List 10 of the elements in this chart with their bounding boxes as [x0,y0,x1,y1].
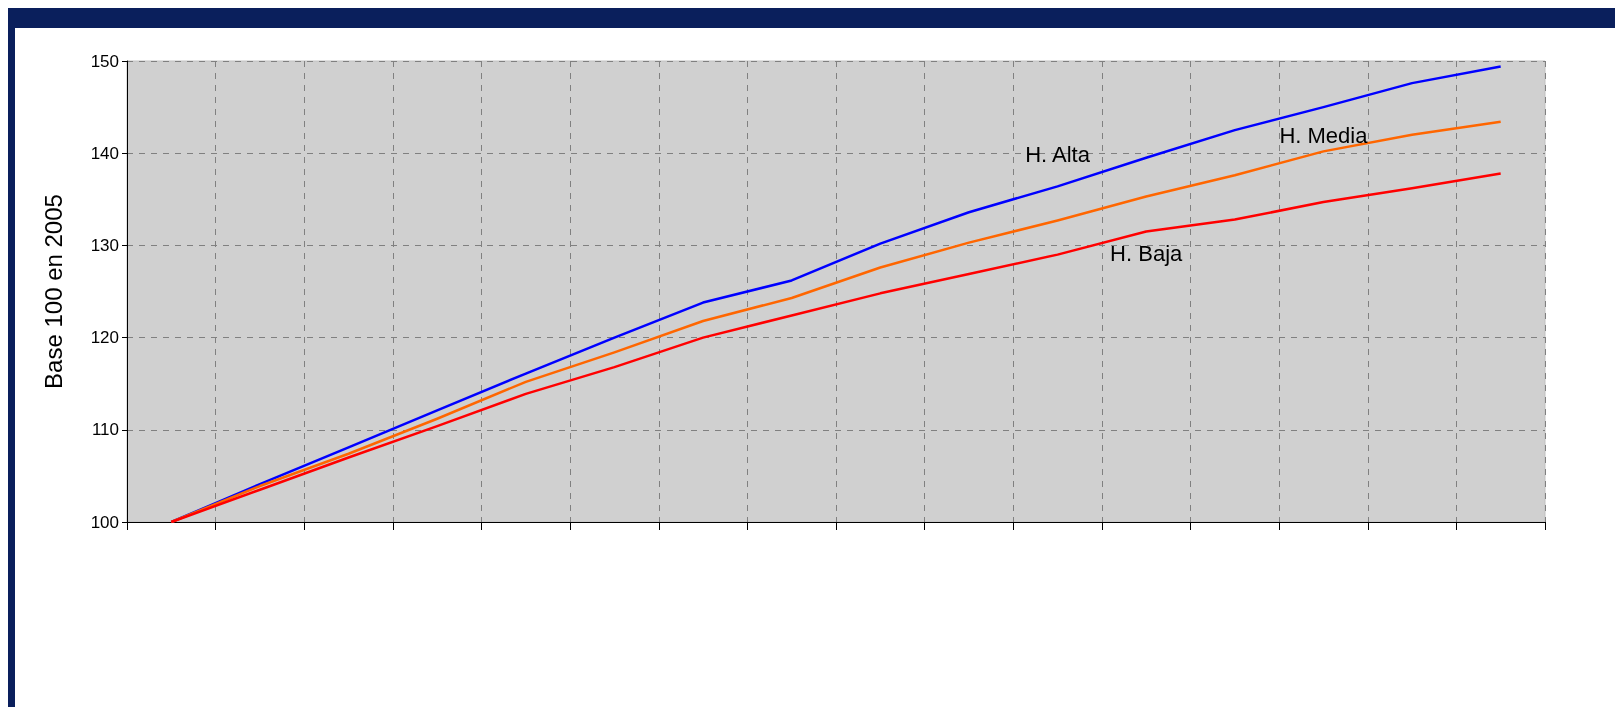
y-tick-label: 130 [90,235,119,255]
y-axis-title: Base 100 en 2005 [39,194,67,389]
series-label: H. Media [1279,122,1369,148]
series-label: H. Baja [1110,241,1184,267]
y-tick-label: 100 [90,512,119,532]
y-tick-label: 150 [90,51,119,71]
y-tick-label: 110 [91,420,119,440]
y-tick-label: 140 [90,143,119,163]
y-tick-label: 120 [90,328,119,348]
series-label: H. Alta [1025,141,1091,167]
